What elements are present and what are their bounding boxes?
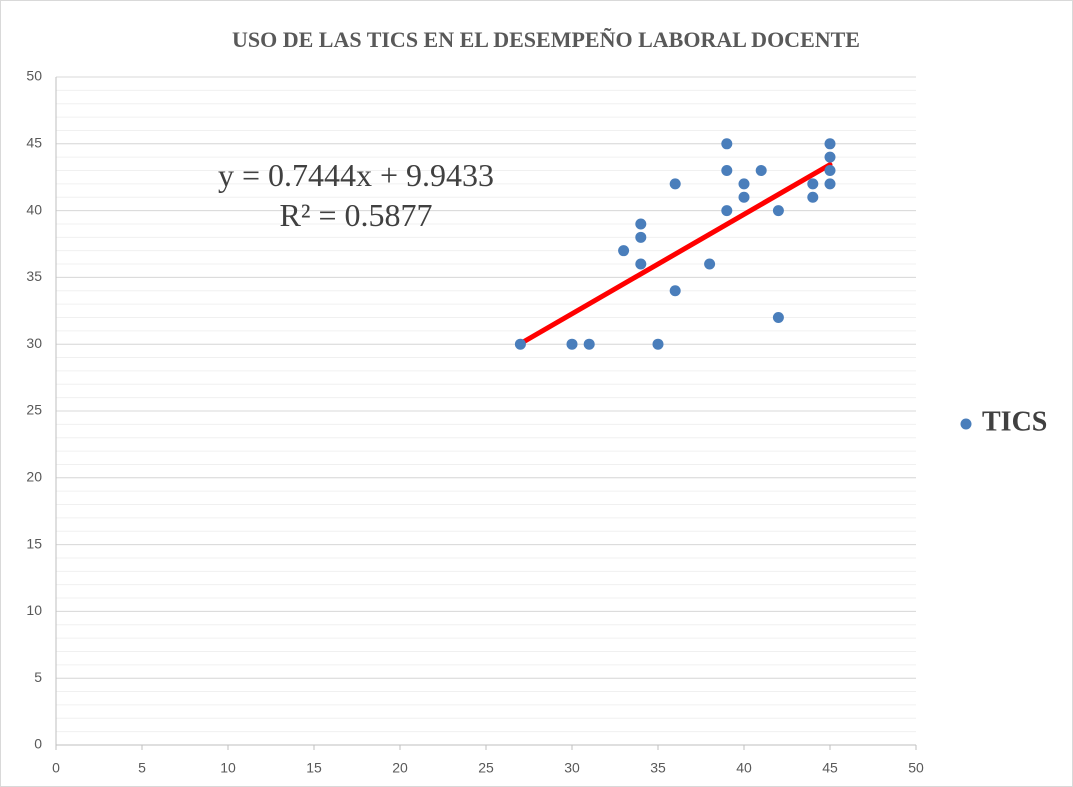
- x-tick-label: 20: [392, 760, 408, 776]
- y-tick-label: 15: [26, 535, 42, 551]
- x-tick-label: 40: [736, 760, 752, 776]
- scatter-point: [807, 178, 819, 190]
- x-tick-label: 25: [478, 760, 494, 776]
- trendline: [517, 162, 833, 347]
- scatter-point: [824, 178, 836, 190]
- legend-label: TICS: [982, 406, 1047, 437]
- y-tick-label: 40: [26, 201, 42, 217]
- x-tick-label: 15: [306, 760, 322, 776]
- scatter-point: [635, 258, 647, 270]
- scatter-point: [755, 165, 767, 177]
- scatter-point: [669, 285, 681, 297]
- x-tick-label: 10: [220, 760, 236, 776]
- y-tick-label: 45: [26, 135, 42, 151]
- legend-marker: [960, 418, 972, 430]
- y-tick-label: 5: [34, 669, 42, 685]
- y-tick-label: 30: [26, 335, 42, 351]
- scatter-point: [824, 165, 836, 177]
- scatter-point: [824, 151, 836, 163]
- scatter-point: [721, 205, 733, 217]
- x-tick-label: 5: [138, 760, 146, 776]
- scatter-point: [704, 258, 716, 270]
- scatter-point: [514, 338, 526, 350]
- scatter-point: [772, 205, 784, 217]
- scatter-point: [824, 138, 836, 150]
- x-tick-label: 30: [564, 760, 580, 776]
- scatter-point: [721, 165, 733, 177]
- chart-title: USO DE LAS TICS EN EL DESEMPEÑO LABORAL …: [232, 27, 860, 52]
- y-tick-label: 25: [26, 402, 42, 418]
- x-tick-label: 45: [822, 760, 838, 776]
- scatter-point: [807, 191, 819, 203]
- scatter-point: [566, 338, 578, 350]
- scatter-point: [652, 338, 664, 350]
- x-tick-label: 35: [650, 760, 666, 776]
- grid: [55, 76, 917, 750]
- trend-r-squared: R² = 0.5877: [280, 197, 433, 233]
- y-tick-label: 20: [26, 469, 42, 485]
- scatter-point: [669, 178, 681, 190]
- scatter-point: [772, 311, 784, 323]
- plot: [514, 138, 836, 350]
- y-tick-label: 10: [26, 602, 42, 618]
- scatter-point: [618, 245, 630, 257]
- scatter-point: [721, 138, 733, 150]
- x-tick-label: 50: [908, 760, 924, 776]
- y-tick-label: 50: [26, 68, 42, 84]
- scatter-point: [738, 178, 750, 190]
- x-tick-label: 0: [52, 760, 60, 776]
- scatter-point: [635, 231, 647, 243]
- trend-equation: y = 0.7444x + 9.9433: [218, 157, 494, 193]
- y-tick-label: 0: [34, 736, 42, 752]
- scatter-point: [583, 338, 595, 350]
- scatter-point: [738, 191, 750, 203]
- y-tick-label: 35: [26, 268, 42, 284]
- scatter-point: [635, 218, 647, 230]
